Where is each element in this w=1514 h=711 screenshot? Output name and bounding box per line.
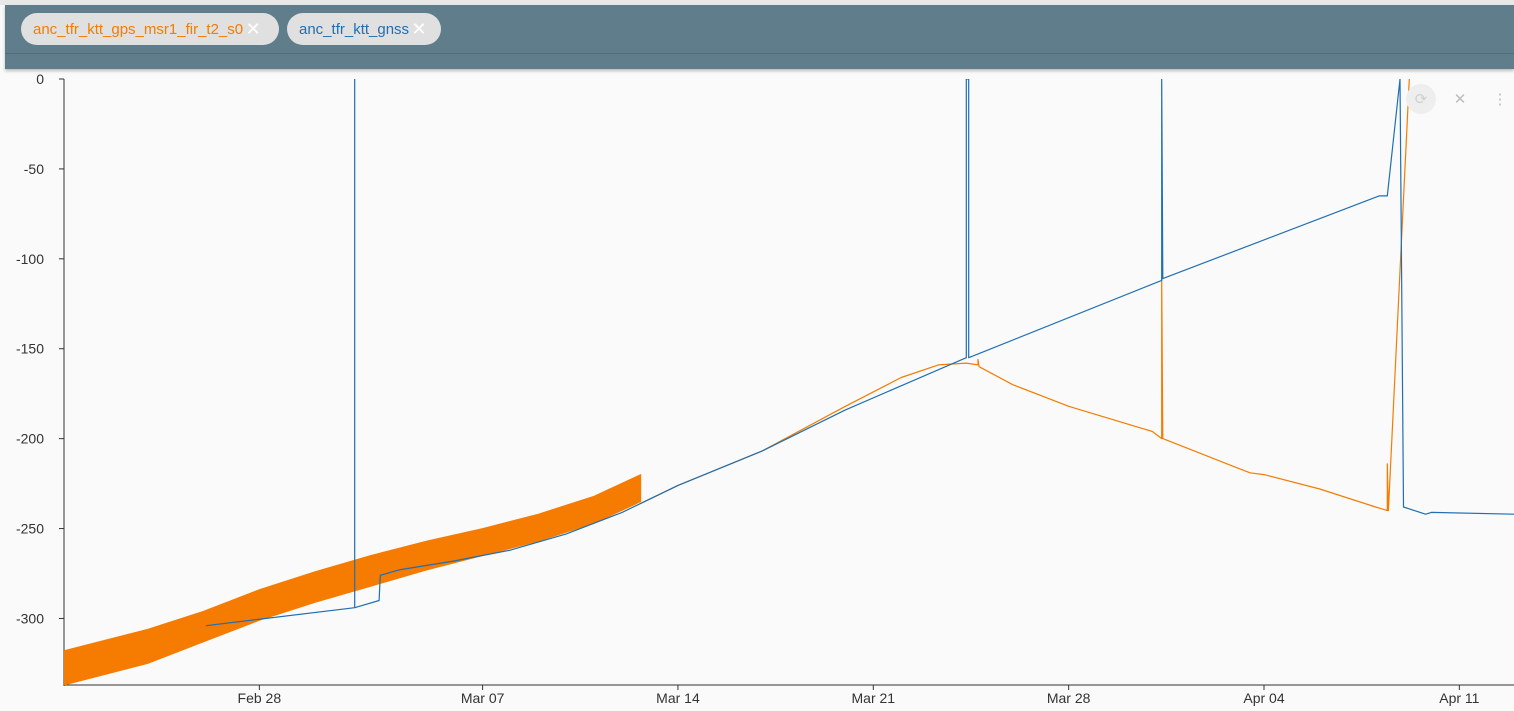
plot-clip-group bbox=[64, 79, 1514, 685]
series-0-line bbox=[640, 79, 1410, 512]
x-tick-label: Feb 28 bbox=[238, 690, 282, 706]
series-chip-label: anc_tfr_ktt_gps_msr1_fir_t2_s0 bbox=[33, 20, 244, 38]
x-tick-label: Mar 07 bbox=[461, 690, 505, 706]
series-chip-label: anc_tfr_ktt_gnss bbox=[299, 20, 410, 38]
y-tick-label: -250 bbox=[16, 521, 44, 537]
x-tick-label: Apr 11 bbox=[1439, 690, 1479, 706]
refresh-icon[interactable]: ⟳ bbox=[1406, 84, 1436, 114]
legend-divider bbox=[5, 53, 1514, 54]
chart-axes bbox=[59, 78, 1514, 690]
y-axis-labels: 0 -50 -100 -150 -200 -250 -300 bbox=[16, 71, 44, 626]
y-tick-label: -150 bbox=[16, 341, 44, 357]
more-vert-icon[interactable]: ⋮ bbox=[1492, 91, 1508, 108]
series-chip-gps-msr1[interactable]: anc_tfr_ktt_gps_msr1_fir_t2_s0 ✕ bbox=[21, 13, 279, 45]
series-chip-gnss[interactable]: anc_tfr_ktt_gnss ✕ bbox=[287, 13, 441, 45]
y-tick-label: -300 bbox=[16, 610, 44, 626]
x-tick-label: Mar 28 bbox=[1047, 690, 1091, 706]
close-icon[interactable]: ✕ bbox=[1453, 91, 1467, 108]
series-legend-bar: anc_tfr_ktt_gps_msr1_fir_t2_s0 ✕ anc_tfr… bbox=[5, 5, 1514, 69]
window-top-strip bbox=[0, 0, 1514, 5]
y-tick-label: -100 bbox=[16, 251, 44, 267]
x-tick-label: Apr 04 bbox=[1243, 690, 1284, 706]
y-tick-label: 0 bbox=[36, 71, 44, 87]
x-axis-labels: Feb 28 Mar 07 Mar 14 Mar 21 Mar 28 Apr 04 Apr … bbox=[238, 690, 1480, 706]
series-0-band bbox=[64, 473, 642, 685]
close-icon[interactable]: ✕ bbox=[245, 19, 261, 39]
close-icon[interactable]: ✕ bbox=[411, 19, 427, 39]
x-tick-label: Mar 14 bbox=[656, 690, 700, 706]
y-tick-label: -50 bbox=[24, 161, 44, 177]
y-tick-label: -200 bbox=[16, 431, 44, 447]
x-tick-label: Mar 21 bbox=[852, 690, 896, 706]
series-1-line bbox=[205, 79, 1514, 627]
chart-plot-area bbox=[64, 79, 1514, 685]
